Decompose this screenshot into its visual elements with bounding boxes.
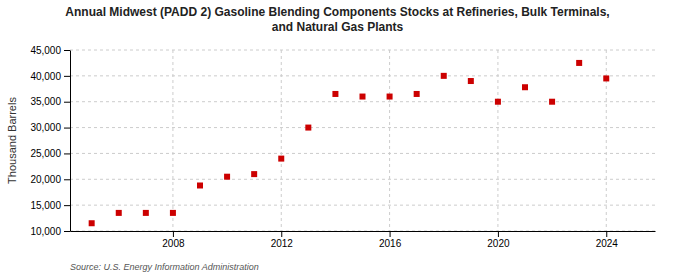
tick: 10,000	[30, 226, 70, 237]
tick-mark	[64, 231, 70, 232]
point	[224, 174, 230, 180]
tick: 2024	[596, 231, 619, 249]
point	[603, 75, 609, 81]
grid-line	[70, 179, 655, 180]
point	[89, 220, 95, 226]
point	[468, 78, 474, 84]
point	[495, 99, 501, 105]
y-axis: 10,000 15,000 20,000 25,000 30,000 35,000 40,0…	[30, 45, 70, 237]
tick-label: 20,000	[30, 174, 61, 185]
tick-mark	[64, 102, 70, 103]
point	[305, 125, 311, 131]
grid-line	[389, 50, 390, 231]
grid-line	[70, 231, 655, 232]
tick-label: 2024	[596, 238, 619, 249]
tick-mark	[173, 231, 174, 237]
tick-label: 30,000	[30, 122, 61, 133]
tick-label: 45,000	[30, 45, 61, 56]
tick-mark	[64, 50, 70, 51]
tick-mark	[64, 128, 70, 129]
tick: 25,000	[30, 148, 70, 159]
grid-line	[70, 153, 655, 154]
tick-mark	[64, 76, 70, 77]
tick-mark	[64, 153, 70, 154]
tick-mark	[498, 231, 499, 237]
tick-mark	[64, 205, 70, 206]
grid-line	[70, 205, 655, 206]
point	[332, 91, 338, 97]
grid-line	[172, 50, 173, 231]
point	[414, 91, 420, 97]
point	[143, 210, 149, 216]
point	[251, 171, 257, 177]
tick-mark	[606, 231, 607, 237]
tick-label: 2012	[271, 238, 294, 249]
point	[116, 210, 122, 216]
tick-mark	[64, 179, 70, 180]
grid-line	[497, 50, 498, 231]
tick-label: 40,000	[30, 71, 61, 82]
grid-line	[70, 50, 655, 51]
tick-label: 2008	[162, 238, 185, 249]
point	[170, 210, 176, 216]
point	[278, 156, 284, 162]
axis-line	[70, 51, 71, 232]
axis-line	[71, 231, 656, 232]
point	[197, 182, 203, 188]
tick: 20,000	[30, 174, 70, 185]
tick: 2012	[271, 231, 294, 249]
tick: 2016	[379, 231, 402, 249]
grid-line	[70, 75, 655, 76]
tick-label: 10,000	[30, 226, 61, 237]
title: Annual Midwest (PADD 2) Gasoline Blendin…	[65, 5, 609, 34]
point	[576, 60, 582, 66]
tick-label: 25,000	[30, 148, 61, 159]
point	[549, 99, 555, 105]
grid-line	[70, 127, 655, 128]
tick: 2008	[162, 231, 185, 249]
annotation: Source: U.S. Energy Information Administ…	[70, 262, 259, 272]
point	[360, 94, 366, 100]
tick: 2020	[487, 231, 510, 249]
tick-label: 35,000	[30, 96, 61, 107]
tick: 35,000	[30, 96, 70, 107]
point	[441, 73, 447, 79]
tick-mark	[281, 231, 282, 237]
tick-label: 2020	[487, 238, 510, 249]
tick-label: 15,000	[30, 200, 61, 211]
grid	[70, 50, 655, 231]
grid-line	[70, 101, 655, 102]
tick: 40,000	[30, 71, 70, 82]
points	[89, 60, 610, 226]
tick-label: 2016	[379, 238, 402, 249]
tick: 30,000	[30, 122, 70, 133]
axis-title: Thousand Barrels	[6, 97, 18, 184]
plot: 2008 2012 2016 2020 2024 10,000 15,000 20,000 25…	[30, 45, 655, 249]
chart: 2008 2012 2016 2020 2024 10,000 15,000 20,000 25…	[0, 0, 675, 275]
point	[522, 84, 528, 90]
point	[387, 94, 393, 100]
tick: 15,000	[30, 200, 70, 211]
tick-mark	[390, 231, 391, 237]
x-axis: 2008 2012 2016 2020 2024	[71, 231, 656, 249]
tick: 45,000	[30, 45, 70, 56]
grid-line	[281, 50, 282, 231]
